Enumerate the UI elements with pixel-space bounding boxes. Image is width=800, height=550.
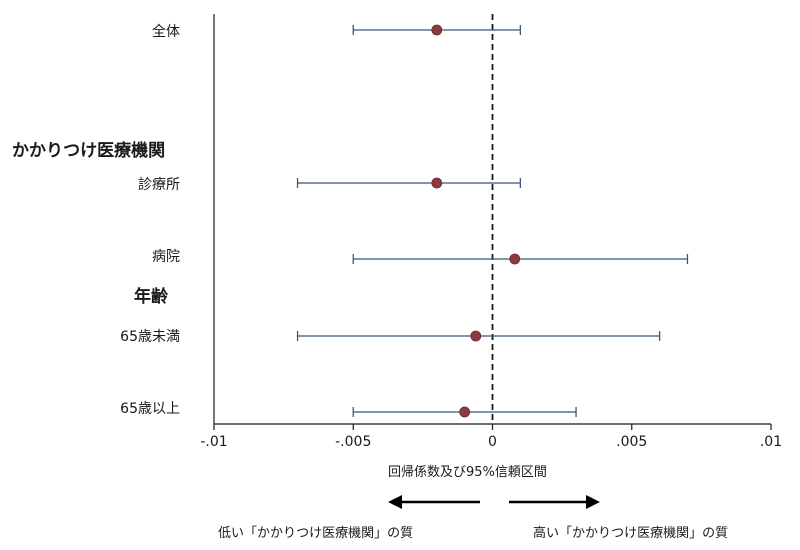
x-tick-label-0: -.01 xyxy=(200,434,227,450)
x-tick-label-2: 0 xyxy=(488,434,497,450)
marks xyxy=(296,24,689,418)
direction-arrows xyxy=(388,495,600,509)
estimate-point-4 xyxy=(459,406,471,418)
row-label-clinic: 診療所 xyxy=(138,177,180,193)
axes: -.01 -.005 0 .005 .01 xyxy=(200,14,782,450)
row-label-overall: 全体 xyxy=(152,24,180,40)
direction-label-lower: 低い「かかりつけ医療機関」の質 xyxy=(218,526,414,541)
x-tick-label-1: -.005 xyxy=(335,434,371,450)
row-label-over65: 65歳以上 xyxy=(120,401,180,417)
x-tick-label-3: .005 xyxy=(616,434,647,450)
estimate-point-1 xyxy=(431,177,443,189)
x-tick-label-4: .01 xyxy=(760,434,782,450)
arrow-left-head xyxy=(388,495,402,509)
row-label-hospital: 病院 xyxy=(152,249,180,265)
estimate-point-0 xyxy=(431,24,443,36)
direction-label-higher: 高い「かかりつけ医療機関」の質 xyxy=(533,526,729,541)
group-label-facility: かかりつけ医療機関 xyxy=(12,141,166,161)
group-label-age: 年齢 xyxy=(134,287,168,307)
row-label-under65: 65歳未満 xyxy=(120,329,180,345)
arrow-right-head xyxy=(586,495,600,509)
estimate-point-2 xyxy=(509,253,521,265)
estimate-point-3 xyxy=(470,330,482,342)
x-axis-title: 回帰係数及び95%信頼区間 xyxy=(388,465,547,480)
